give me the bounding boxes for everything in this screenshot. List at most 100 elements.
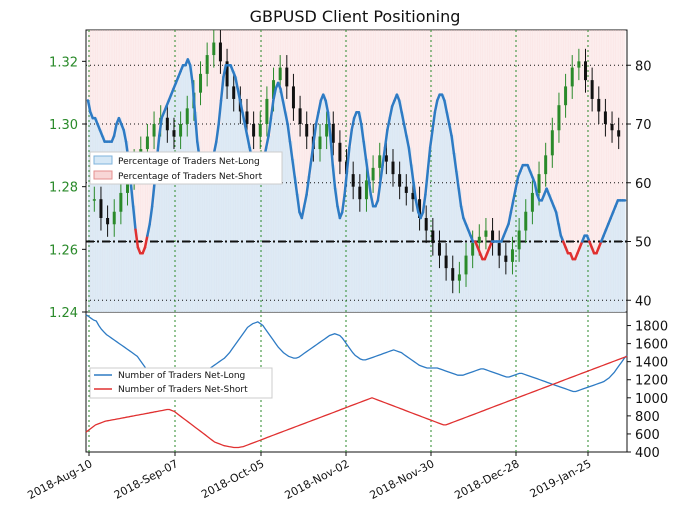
pct-line-segment [333,187,339,208]
candle-body [364,180,368,200]
long-fill-band [404,124,407,312]
long-fill-band [472,241,476,312]
long-fill-band [358,112,362,312]
long-fill-band [218,124,222,312]
long-fill-band [608,223,612,312]
long-fill-band [171,94,175,312]
long-fill-band [308,176,312,312]
long-fill-band [339,218,343,312]
short-fill-band [342,30,346,312]
long-fill-band [342,212,346,312]
count-short-line [85,355,628,449]
pct-line-segment [286,122,292,143]
long-fill-band [380,182,384,312]
pct-line-segment [512,187,517,202]
long-fill-band [323,94,327,312]
long-fill-band [273,100,277,312]
long-fill-band [513,200,517,312]
long-fill-band [130,182,134,312]
short-fill-band [622,30,626,312]
pct-line-segment [340,193,346,214]
long-fill-band [470,235,474,312]
candle-body [305,124,309,137]
long-fill-band [237,88,241,312]
long-fill-band [121,124,125,312]
long-fill-band [206,176,210,312]
long-fill-band [551,200,555,312]
long-fill-band [442,94,445,312]
short-fill-band [617,30,621,312]
candle-body [205,55,209,74]
pct-line-segment [295,193,301,214]
pct-line-segment [331,163,337,190]
candle-body [577,61,581,68]
pct-line-segment [158,116,163,137]
long-fill-band [446,112,450,312]
pct-line-segment [148,205,154,226]
long-fill-band [401,112,405,312]
long-fill-band [382,165,386,312]
short-fill-band [532,30,536,312]
long-fill-band [311,159,315,312]
pct-line-segment [457,187,463,208]
long-fill-band [159,135,163,312]
short-fill-band [601,30,605,312]
long-fill-band [579,247,583,312]
pct-line-segment [312,122,318,143]
pct-line-segment [293,175,299,196]
short-fill-band [339,30,343,312]
long-fill-band [468,229,472,312]
long-fill-band [582,241,586,312]
long-fill-band [458,188,462,312]
short-fill-band [508,30,512,312]
long-fill-band [408,147,412,312]
count-tick-label: 1800 [635,320,668,335]
pct-line-segment [357,111,363,126]
long-fill-band [387,129,391,312]
pct-line-segment [326,111,332,137]
long-fill-band [439,94,443,312]
short-fill-band [465,30,469,312]
short-fill-band [489,30,493,312]
long-fill-band [565,247,569,312]
long-fill-band [453,153,457,312]
short-fill-band [534,30,538,312]
short-fill-band [304,30,308,312]
long-fill-band [375,206,379,312]
candle-body [398,174,402,187]
pct-line-segment [379,163,384,184]
long-fill-band [415,200,419,312]
long-fill-band [116,124,120,312]
short-fill-band [548,30,552,312]
long-fill-band [491,241,495,312]
long-fill-band [361,124,365,312]
long-fill-band [541,200,545,312]
long-fill-band [451,135,455,312]
long-fill-band [584,235,588,312]
pct-line-segment [193,111,199,143]
pct-line-segment [146,222,152,237]
pct-line-segment [131,205,137,231]
long-fill-band [249,147,253,312]
candle-body [537,174,541,193]
candle-body [99,199,103,218]
long-fill-band [230,65,234,312]
long-fill-band [377,200,381,312]
pct-line-segment [402,122,408,137]
candle-body [252,124,256,137]
pct-line-segment [269,99,275,120]
long-fill-band [90,112,94,312]
long-fill-band [366,159,369,312]
short-fill-band [468,30,472,312]
short-fill-band [553,30,557,312]
long-fill-band [613,212,616,312]
pct-line-segment [450,134,456,155]
long-fill-band [330,135,334,312]
candle-body [451,268,455,281]
short-fill-band [594,30,597,312]
candle-body [172,130,176,137]
candle-body [444,255,448,269]
pct-line-segment [314,111,320,126]
long-fill-band [263,159,267,312]
long-fill-band [418,212,422,312]
